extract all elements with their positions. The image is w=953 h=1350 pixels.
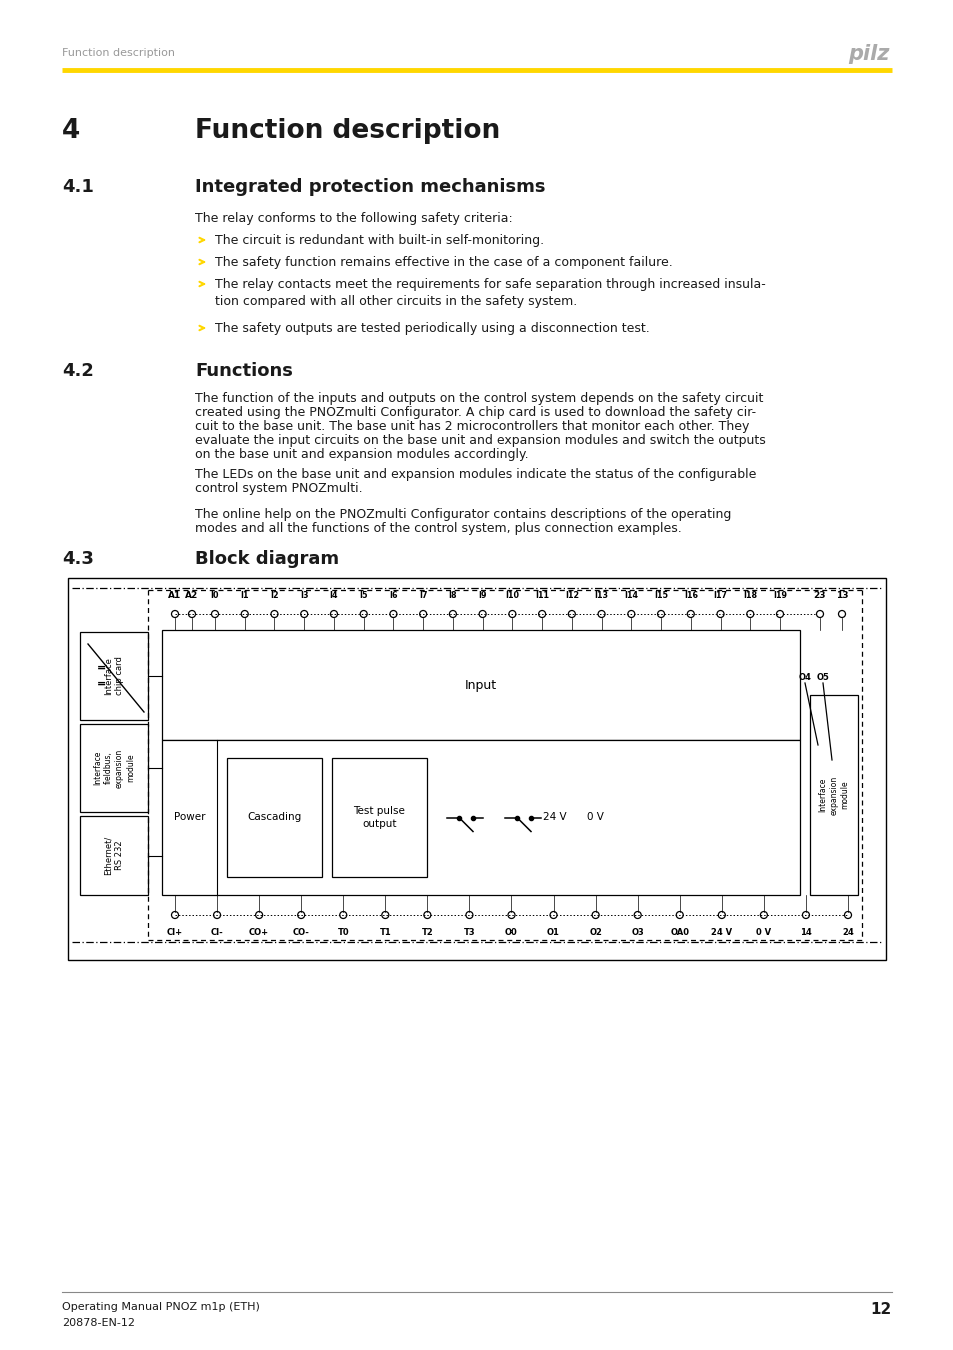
Text: created using the PNOZmulti Configurator. A chip card is used to download the sa: created using the PNOZmulti Configurator… xyxy=(194,406,756,418)
Text: I14: I14 xyxy=(623,591,638,599)
Text: Integrated protection mechanisms: Integrated protection mechanisms xyxy=(194,178,545,196)
Text: cuit to the base unit. The base unit has 2 microcontrollers that monitor each ot: cuit to the base unit. The base unit has… xyxy=(194,420,749,433)
Text: I16: I16 xyxy=(683,591,697,599)
Text: I10: I10 xyxy=(505,591,518,599)
Text: Interface
expansion
module: Interface expansion module xyxy=(818,775,849,814)
Text: Interface
fieldbus,
expansion
module: Interface fieldbus, expansion module xyxy=(92,748,135,787)
Text: 20878-EN-12: 20878-EN-12 xyxy=(62,1318,135,1328)
Bar xyxy=(227,757,322,878)
Text: 12: 12 xyxy=(870,1301,891,1318)
Bar xyxy=(80,815,148,895)
Text: Test pulse
output: Test pulse output xyxy=(354,806,405,829)
Bar xyxy=(332,757,427,878)
Text: Ethernet/
RS 232: Ethernet/ RS 232 xyxy=(104,836,124,875)
Text: I6: I6 xyxy=(389,591,397,599)
Bar xyxy=(80,724,148,811)
Text: Functions: Functions xyxy=(194,362,293,379)
Text: =: = xyxy=(97,679,107,688)
Text: T0: T0 xyxy=(337,927,349,937)
Text: The function of the inputs and outputs on the control system depends on the safe: The function of the inputs and outputs o… xyxy=(194,392,762,405)
Text: I1: I1 xyxy=(240,591,249,599)
Bar xyxy=(809,695,857,895)
Text: O3: O3 xyxy=(631,927,643,937)
Text: I0: I0 xyxy=(211,591,219,599)
Text: Power: Power xyxy=(174,813,206,822)
Text: Input: Input xyxy=(464,679,497,691)
Text: control system PNOZmulti.: control system PNOZmulti. xyxy=(194,482,362,495)
Text: 24 V: 24 V xyxy=(711,927,732,937)
Text: CI+: CI+ xyxy=(167,927,183,937)
Text: I17: I17 xyxy=(713,591,727,599)
Text: The online help on the PNOZmulti Configurator contains descriptions of the opera: The online help on the PNOZmulti Configu… xyxy=(194,508,731,521)
Text: The safety outputs are tested periodically using a disconnection test.: The safety outputs are tested periodical… xyxy=(214,323,649,335)
Bar xyxy=(80,632,148,720)
Text: evaluate the input circuits on the base unit and expansion modules and switch th: evaluate the input circuits on the base … xyxy=(194,433,765,447)
Text: O5: O5 xyxy=(816,674,828,683)
Bar xyxy=(68,578,885,960)
Text: A2: A2 xyxy=(185,591,198,599)
Text: I15: I15 xyxy=(654,591,667,599)
Text: I3: I3 xyxy=(299,591,308,599)
Text: 0 V: 0 V xyxy=(756,927,771,937)
Text: 14: 14 xyxy=(800,927,811,937)
Text: 24: 24 xyxy=(841,927,853,937)
Text: I4: I4 xyxy=(330,591,338,599)
Text: T1: T1 xyxy=(379,927,391,937)
Text: CO-: CO- xyxy=(293,927,310,937)
Text: The relay contacts meet the requirements for safe separation through increased i: The relay contacts meet the requirements… xyxy=(214,278,765,308)
Text: Operating Manual PNOZ m1p (ETH): Operating Manual PNOZ m1p (ETH) xyxy=(62,1301,259,1312)
Text: CI-: CI- xyxy=(211,927,223,937)
Text: on the base unit and expansion modules accordingly.: on the base unit and expansion modules a… xyxy=(194,448,528,460)
Text: I13: I13 xyxy=(594,591,608,599)
Text: O0: O0 xyxy=(504,927,517,937)
Text: OA0: OA0 xyxy=(670,927,688,937)
Text: 23: 23 xyxy=(813,591,825,599)
Text: I8: I8 xyxy=(448,591,456,599)
Text: Cascading: Cascading xyxy=(247,813,301,822)
Text: 4.1: 4.1 xyxy=(62,178,93,196)
Text: 0 V: 0 V xyxy=(586,813,603,822)
Text: O2: O2 xyxy=(589,927,601,937)
Text: I2: I2 xyxy=(270,591,278,599)
Text: The safety function remains effective in the case of a component failure.: The safety function remains effective in… xyxy=(214,256,672,269)
Text: O1: O1 xyxy=(547,927,559,937)
Text: I18: I18 xyxy=(742,591,757,599)
Text: The LEDs on the base unit and expansion modules indicate the status of the confi: The LEDs on the base unit and expansion … xyxy=(194,468,756,481)
Text: 4.2: 4.2 xyxy=(62,362,93,379)
Text: T3: T3 xyxy=(463,927,475,937)
Text: 4.3: 4.3 xyxy=(62,549,93,568)
Text: Interface
chip card: Interface chip card xyxy=(104,656,124,695)
Text: O4: O4 xyxy=(798,674,811,683)
Text: modes and all the functions of the control system, plus connection examples.: modes and all the functions of the contr… xyxy=(194,522,681,535)
Text: A1: A1 xyxy=(168,591,181,599)
Text: I7: I7 xyxy=(418,591,427,599)
Text: The circuit is redundant with built-in self-monitoring.: The circuit is redundant with built-in s… xyxy=(214,234,543,247)
Text: The relay conforms to the following safety criteria:: The relay conforms to the following safe… xyxy=(194,212,512,225)
Text: I12: I12 xyxy=(564,591,578,599)
Text: T2: T2 xyxy=(421,927,433,937)
Text: CO+: CO+ xyxy=(249,927,269,937)
Text: I5: I5 xyxy=(359,591,368,599)
Text: 24 V: 24 V xyxy=(542,813,566,822)
Text: Block diagram: Block diagram xyxy=(194,549,338,568)
Text: =: = xyxy=(97,663,107,674)
Bar xyxy=(162,630,800,740)
Bar xyxy=(162,740,800,895)
Text: I9: I9 xyxy=(477,591,486,599)
Text: Function description: Function description xyxy=(62,49,174,58)
Text: 4: 4 xyxy=(62,117,80,144)
Text: I11: I11 xyxy=(535,591,549,599)
Text: Function description: Function description xyxy=(194,117,499,144)
Text: I19: I19 xyxy=(772,591,786,599)
Text: 13: 13 xyxy=(835,591,847,599)
Text: pilz: pilz xyxy=(848,45,889,63)
